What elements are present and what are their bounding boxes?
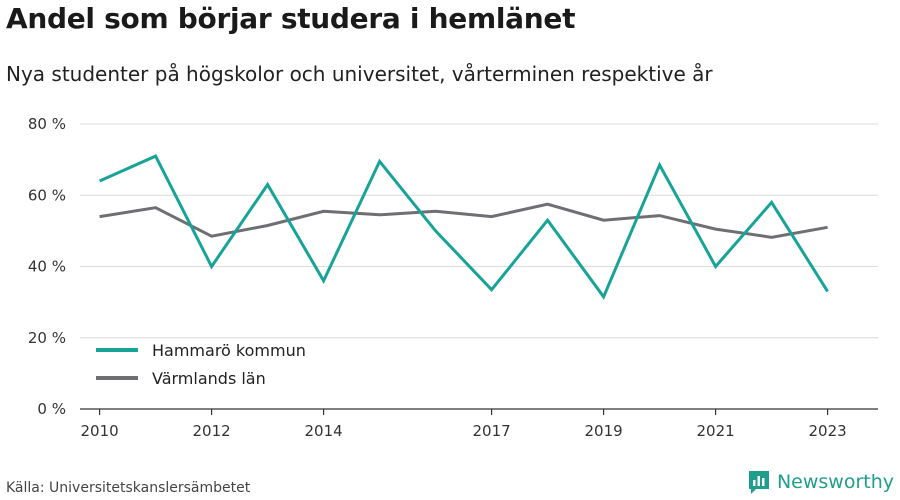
x-tick-label: 2019: [585, 422, 623, 440]
legend-label: Värmlands län: [152, 369, 266, 388]
brand-logo: Newsworthy: [747, 469, 894, 495]
x-tick-label: 2017: [473, 422, 511, 440]
chart-subtitle: Nya studenter på högskolor och universit…: [6, 62, 713, 86]
y-tick-label: 60 %: [28, 186, 66, 204]
x-tick-label: 2014: [305, 422, 343, 440]
y-tick-label: 40 %: [28, 258, 66, 276]
x-tick-label: 2021: [697, 422, 735, 440]
series-line-0: [98, 154, 829, 300]
brand-name: Newsworthy: [776, 471, 894, 493]
chart-title: Andel som börjar studera i hemlänet: [6, 2, 576, 35]
legend-label: Hammarö kommun: [152, 341, 306, 360]
y-tick-label: 0 %: [37, 400, 66, 418]
x-tick-label: 2010: [81, 422, 119, 440]
y-tick-label: 80 %: [28, 115, 66, 133]
series-line-1: [99, 202, 828, 239]
source-note: Källa: Universitetskanslersämbetet: [6, 480, 251, 496]
x-tick-label: 2023: [809, 422, 847, 440]
bar-chart-icon: [748, 471, 769, 494]
x-tick-label: 2012: [193, 422, 231, 440]
y-tick-label: 20 %: [28, 329, 66, 347]
